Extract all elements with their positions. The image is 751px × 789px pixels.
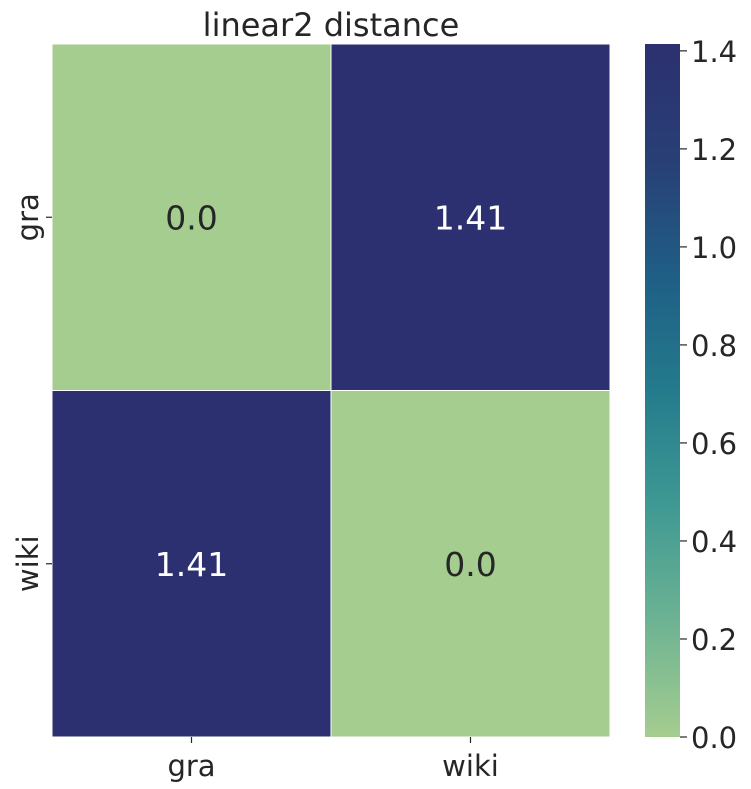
heatmap-cell-gra-gra xyxy=(51,43,332,391)
colorbar-tick-label: 0.8 xyxy=(691,329,737,363)
colorbar-tick-label: 1.0 xyxy=(691,231,737,265)
colorbar-tick-label: 0.2 xyxy=(691,623,737,657)
colorbar-tick-label: 0.6 xyxy=(691,427,737,461)
heatmap-cell-wiki-wiki xyxy=(330,390,611,738)
colorbar-tick-label: 1.2 xyxy=(691,133,737,167)
cell-value-label: 0.0 xyxy=(165,198,217,237)
colorbar-ticks: 0.0 0.2 0.4 0.6 0.8 1.0 1.2 1.4 xyxy=(680,35,737,755)
y-axis-ticks: gra wiki xyxy=(11,193,52,592)
heatmap-cell-wiki-gra xyxy=(51,390,332,738)
colorbar-tick-label: 0.4 xyxy=(691,525,737,559)
colorbar-tick-label: 0.0 xyxy=(691,721,737,755)
y-tick-label: wiki xyxy=(11,535,45,592)
heatmap-cell-gra-wiki xyxy=(330,43,611,391)
y-tick-label: gra xyxy=(11,193,45,241)
x-tick-label: wiki xyxy=(442,749,499,783)
x-axis-ticks: gra wiki xyxy=(167,737,499,783)
x-tick-label: gra xyxy=(167,749,215,783)
colorbar-tick-label: 1.4 xyxy=(691,35,737,69)
colorbar-gradient xyxy=(645,44,680,737)
cell-value-label: 1.41 xyxy=(434,198,507,237)
cell-value-label: 1.41 xyxy=(155,545,228,584)
colorbar: 0.0 0.2 0.4 0.6 0.8 1.0 1.2 1.4 xyxy=(645,35,737,755)
heatmap-cells xyxy=(51,43,611,738)
cell-labels: 0.0 1.41 1.41 0.0 xyxy=(155,198,507,584)
chart-title: linear2 distance xyxy=(203,6,460,44)
cell-value-label: 0.0 xyxy=(444,545,496,584)
